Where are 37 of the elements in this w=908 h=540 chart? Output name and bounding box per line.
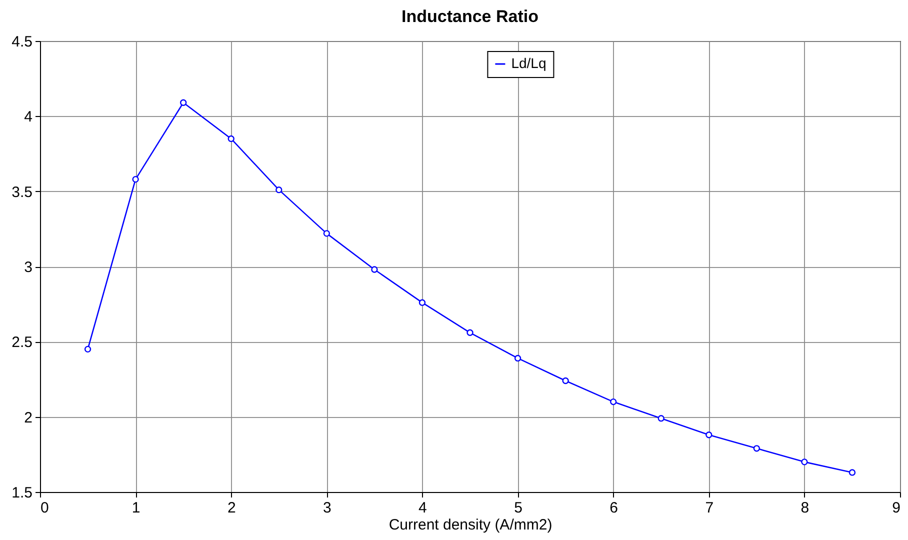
chart-title: Inductance Ratio: [402, 7, 538, 26]
y-tick-label: 4: [24, 108, 32, 126]
point: [658, 415, 664, 422]
point: [323, 230, 330, 237]
x-tick-label: 8: [800, 500, 810, 516]
x-tick-label: 7: [705, 500, 714, 516]
point: [706, 432, 712, 438]
x-tick-label: 1: [132, 500, 140, 516]
y-tick-label: 2: [24, 409, 32, 426]
point: [84, 346, 92, 353]
x-tick-label: 4: [418, 500, 427, 516]
legend-label: Ld/Lq: [511, 55, 546, 71]
point: [132, 176, 139, 183]
point: [753, 445, 760, 452]
point: [180, 99, 187, 106]
point: [276, 186, 282, 194]
point: [228, 135, 234, 142]
x-tick-label: 3: [322, 500, 332, 516]
x-tick-label: 0: [40, 500, 49, 516]
x-tick-label: 9: [892, 500, 900, 516]
point: [466, 329, 474, 336]
y-tick-label: 3.5: [12, 184, 32, 201]
point: [801, 458, 808, 466]
y-tick-label: 1.5: [12, 484, 32, 502]
point: [514, 354, 522, 362]
y-tick-label: 3: [24, 259, 32, 276]
point: [610, 398, 617, 406]
x-tick-label: 6: [610, 500, 618, 516]
x-tick-label: 2: [227, 500, 236, 516]
x-tick-label: 5: [514, 500, 522, 516]
point: [562, 377, 569, 384]
y-tick-label: 4.5: [12, 34, 32, 50]
x-axis-title: Current density (A/mm2): [388, 516, 552, 534]
point: [371, 266, 378, 273]
point: [848, 469, 856, 476]
y-tick-label: 2.5: [12, 334, 32, 352]
point: [418, 299, 426, 306]
